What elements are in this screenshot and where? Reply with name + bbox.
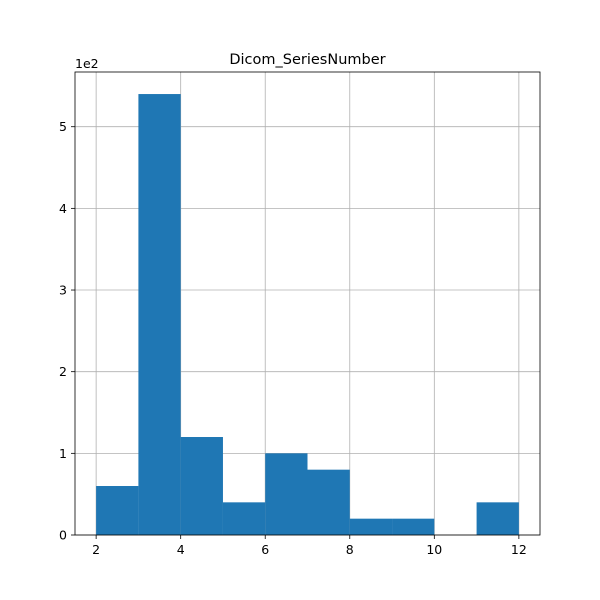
histogram-bar: [476, 502, 519, 535]
y-offset-label: 1e2: [75, 56, 99, 71]
y-tick-label: 4: [59, 201, 67, 216]
histogram-bars: [96, 94, 519, 536]
x-tick-label: 8: [346, 542, 354, 557]
histogram-bar: [349, 518, 393, 535]
x-tick-label: 10: [426, 542, 442, 557]
y-tick-label: 2: [59, 364, 67, 379]
histogram-bar: [265, 453, 308, 535]
x-tick-label: 12: [511, 542, 527, 557]
x-tick-label: 6: [261, 542, 269, 557]
histogram-bar: [180, 437, 223, 535]
plot-frame: [74, 71, 541, 536]
x-tick-label: 4: [177, 542, 185, 557]
y-tick-label: 5: [59, 119, 67, 134]
y-tick-label: 0: [59, 528, 67, 543]
histogram-bar: [307, 469, 350, 535]
histogram-bar: [138, 94, 181, 536]
histogram-bar: [222, 502, 266, 535]
y-tick-label: 1: [59, 446, 67, 461]
chart-title: Dicom_SeriesNumber: [229, 52, 385, 68]
histogram-bar: [392, 518, 435, 535]
x-tick-label: 2: [92, 542, 100, 557]
histogram-bar: [96, 486, 139, 535]
y-tick-label: 3: [59, 283, 67, 298]
